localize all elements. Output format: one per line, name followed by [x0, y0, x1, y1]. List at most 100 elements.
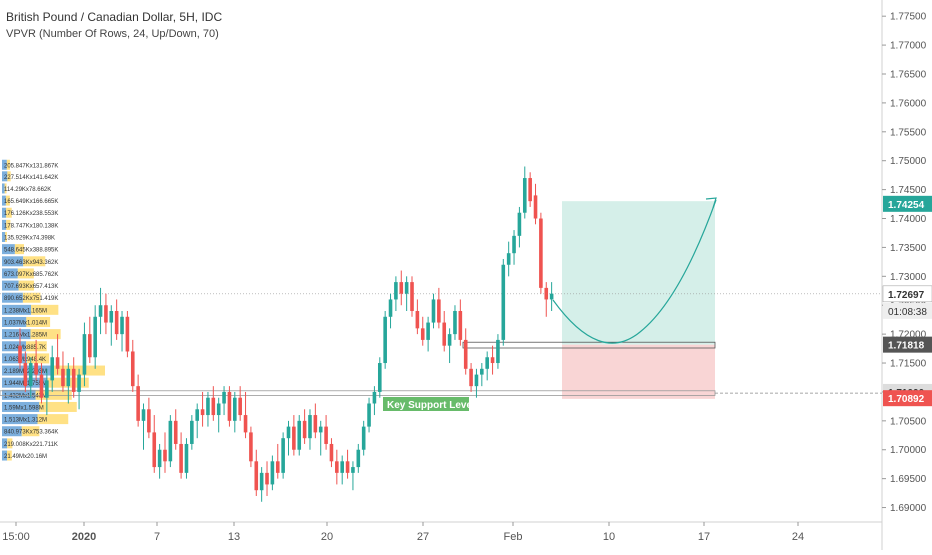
stop-zone	[562, 344, 715, 399]
candlestick-series	[18, 166, 554, 502]
candle-body	[410, 282, 414, 312]
volume-up-bar	[2, 341, 27, 352]
volume-down-bar	[18, 280, 35, 291]
time-tick-label: 7	[154, 531, 160, 543]
projection-arrowhead	[705, 197, 717, 209]
volume-up-bar	[2, 280, 19, 291]
time-tick-label: 20	[321, 531, 333, 543]
last-price-badge: 1.72697	[888, 290, 925, 301]
volume-down-bar	[6, 159, 10, 170]
candle-body	[496, 339, 500, 364]
price-tick-label: 1.70000	[890, 445, 927, 456]
volume-down-bar	[22, 292, 41, 303]
candle-body	[77, 374, 81, 392]
price-tick-label: 1.74000	[890, 214, 927, 225]
volume-down-bar	[26, 353, 50, 364]
volume-up-bar	[2, 316, 27, 327]
candle-body	[195, 409, 200, 421]
last-price-badge-bg	[882, 285, 932, 303]
candle-body	[216, 403, 221, 416]
candle-body	[388, 299, 393, 317]
candle-body	[318, 426, 323, 433]
candle-body	[173, 420, 178, 444]
candle-body	[313, 415, 318, 433]
candle-body	[249, 432, 253, 462]
volume-row-label: 114.29Kx78.662K	[4, 187, 51, 193]
candle-body	[71, 368, 76, 392]
target-price-badge: 1.74254	[888, 200, 925, 211]
candle-body	[45, 380, 49, 398]
time-tick-label: 2020	[72, 531, 96, 543]
volume-down-bar	[30, 329, 61, 340]
volume-row-label: 1.216Mx1.285M	[4, 333, 47, 339]
candle-body	[399, 282, 404, 294]
volume-up-bar	[2, 183, 5, 194]
price-tick-label: 1.70500	[890, 416, 927, 427]
candle-body	[211, 397, 216, 416]
volume-up-bar	[2, 268, 18, 279]
volume-row-label: 219.008Kx221.711K	[4, 442, 58, 448]
volume-row-label: 1.238Mx1.165M	[4, 308, 47, 314]
volume-profile: 205.847Kx131.867K 227.514Kx141.642K 114.29…	[2, 159, 105, 461]
volume-row-label: 548.645Kx388.895K	[4, 248, 58, 254]
price-tick-label: 1.77500	[890, 12, 927, 23]
horizontal-lines	[0, 293, 882, 396]
volume-row-label: 707.693Kx657.413K	[4, 284, 58, 290]
candle-body	[270, 461, 275, 485]
indicator-title: VPVR (Number Of Rows, 24, Up/Down, 70)	[6, 28, 219, 40]
volume-up-bar	[2, 389, 36, 400]
candle-body	[522, 178, 527, 213]
position-zones	[562, 201, 715, 399]
candle-body	[335, 461, 339, 473]
price-tick-label: 1.77000	[890, 41, 927, 52]
projection-curve[interactable]	[552, 197, 717, 344]
volume-up-bar	[2, 256, 24, 267]
volume-row-label: 135.929Kx74.398K	[4, 236, 55, 242]
candle-body	[238, 397, 242, 416]
price-axis[interactable]: 1.77500 1.77000 1.76500 1.76000 1.75500 1.750…	[882, 12, 927, 514]
candle-body	[361, 426, 366, 450]
candle-body	[372, 391, 377, 404]
candle-body	[259, 472, 264, 491]
candle-body	[501, 264, 506, 340]
support-annotation[interactable]: Key Support Level	[383, 397, 475, 411]
time-axis[interactable]: 15:00 2020 7 13 20 27 Feb 10 17 24	[2, 522, 804, 543]
candle-body	[415, 311, 420, 329]
candle-body	[28, 363, 33, 387]
countdown-bg	[883, 302, 932, 319]
volume-up-bar	[2, 159, 7, 170]
candle-body	[114, 311, 119, 335]
volume-row-label: 165.649Kx166.665K	[4, 199, 58, 205]
candle-body	[404, 282, 409, 294]
candle-body	[55, 357, 60, 369]
volume-down-bar	[17, 268, 34, 279]
volume-row-label: 903.463Kx943.362K	[4, 260, 58, 266]
volume-up-bar	[2, 353, 27, 364]
volume-row-label: 1.513Mx1.312M	[4, 418, 47, 424]
time-tick-label: 27	[417, 531, 429, 543]
volume-row-label: 840.973Kx753.364K	[4, 430, 58, 436]
volume-up-bar	[2, 292, 23, 303]
candle-body	[50, 357, 55, 381]
candle-body	[82, 334, 87, 375]
volume-row-label: 673.097Kx685.762K	[4, 272, 58, 278]
volume-row-label: 178.747Kx180.138K	[4, 223, 58, 229]
volume-up-bar	[2, 195, 6, 206]
candle-body	[340, 461, 344, 473]
stop-price-badge-bg	[883, 390, 932, 407]
candle-body	[394, 282, 398, 300]
candle-body	[442, 322, 447, 346]
time-tick-label: 24	[792, 531, 804, 543]
volume-down-bar	[35, 389, 72, 400]
candle-body	[125, 316, 130, 352]
target-price-badge-bg	[883, 195, 932, 212]
volume-up-bar	[2, 401, 40, 412]
candle-body	[88, 334, 92, 358]
entry-price-badge: 1.71818	[888, 341, 925, 352]
entry-band	[462, 341, 716, 349]
candle-body	[227, 391, 232, 421]
price-tick-label: 1.71500	[890, 359, 927, 370]
candle-body	[23, 363, 28, 387]
